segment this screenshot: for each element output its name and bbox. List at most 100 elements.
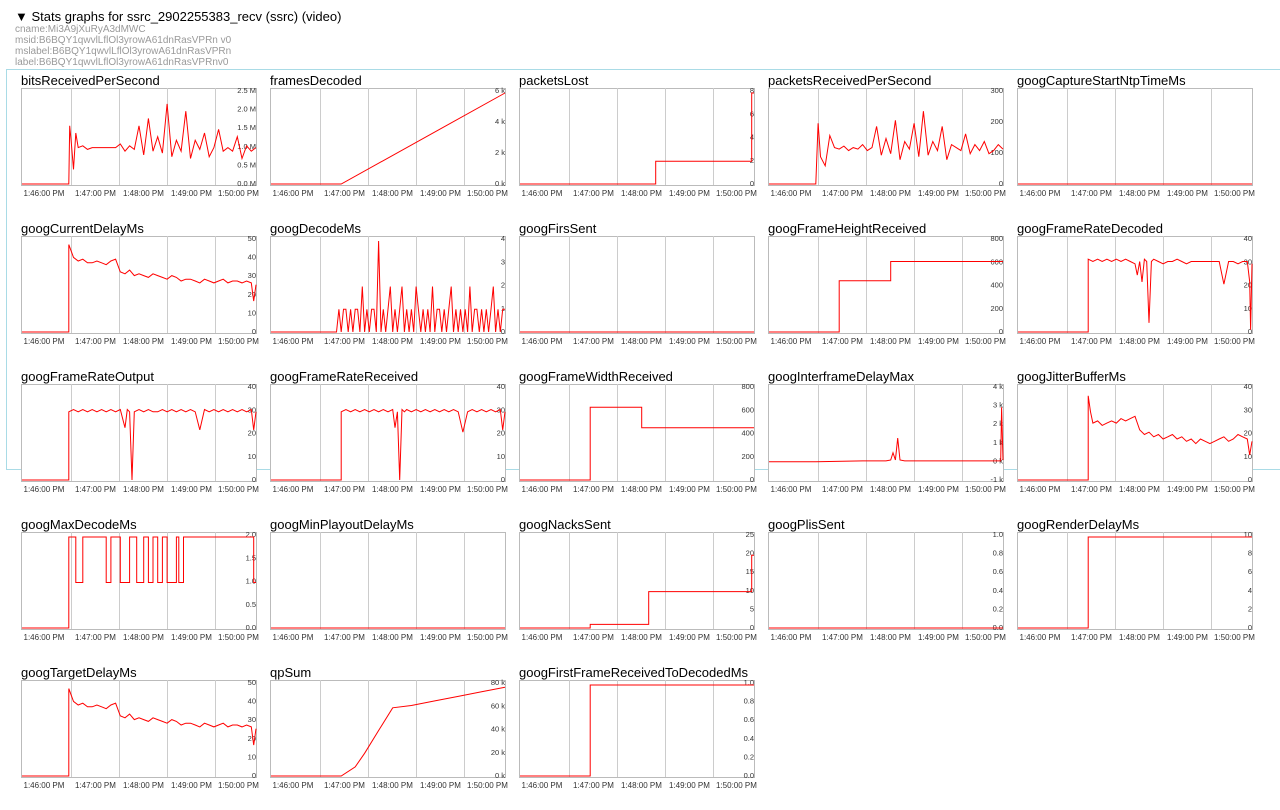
y-tick-label: 4 (1248, 586, 1252, 595)
x-tick-label: 1:49:00 PM (669, 485, 710, 494)
x-tick-label: 1:50:00 PM (467, 189, 508, 198)
y-tick-label: 0 (501, 327, 505, 336)
y-tick-label: 300 (990, 86, 1003, 95)
graph-bitsReceivedPerSecond: bitsReceivedPerSecond 2.5 M 2.0 M 1.5 M 1.0 … (21, 73, 261, 216)
plot-area (1017, 88, 1253, 186)
x-tick-label: 1:49:00 PM (420, 485, 461, 494)
x-tick-label: 1:48:00 PM (621, 633, 662, 642)
x-tick-label: 1:48:00 PM (372, 337, 413, 346)
y-tick-label: -1 k (990, 475, 1003, 484)
x-tick-label: 1:47:00 PM (1071, 189, 1112, 198)
graph-canvas: 4 3 2 1 0 1:46:00 PM 1:47:00 PM 1:48:00 PM 1:49:… (270, 234, 508, 346)
graph-title: packetsReceivedPerSecond (768, 73, 932, 88)
y-tick-label: 2 k (495, 148, 505, 157)
graph-googFrameRateReceived: googFrameRateReceived 40 30 20 10 0 1:46:00 PM… (270, 369, 510, 512)
graph-packetsLost: packetsLost 8 6 4 2 0 1:46:00 PM 1:47:00 PM 1:48… (519, 73, 759, 216)
x-tick-label: 1:49:00 PM (918, 485, 959, 494)
graph-googFrameRateDecoded: googFrameRateDecoded 40 30 20 10 0 1:46:00 PM 1… (1017, 221, 1257, 364)
graph-canvas: 1:46:00 PM 1:47:00 PM 1:48:00 PM 1:49:00 PM… (519, 236, 757, 346)
plot-area (768, 532, 1004, 630)
series-line (1018, 536, 1252, 629)
x-tick-label: 1:50:00 PM (218, 189, 259, 198)
x-tick-label: 1:48:00 PM (621, 781, 662, 790)
series-line (520, 684, 754, 777)
graph-packetsReceivedPerSecond: packetsReceivedPerSecond 300 200 100 0 1:46:0… (768, 73, 1008, 216)
graph-googDecodeMs: googDecodeMs 4 3 2 1 0 1:46:00 PM 1:47:00 PM 1:4… (270, 221, 510, 364)
x-tick-label: 1:49:00 PM (1167, 189, 1208, 198)
y-tick-label: 3 k (993, 401, 1003, 410)
plot-area (21, 88, 257, 186)
x-tick-label: 1:50:00 PM (716, 633, 757, 642)
y-tick-label: 40 (1244, 234, 1252, 243)
x-tick-label: 1:46:00 PM (522, 781, 563, 790)
y-tick-label: 15 (746, 567, 754, 576)
graph-googMinPlayoutDelayMs: googMinPlayoutDelayMs 1:46:00 PM 1:47:00 P… (270, 517, 510, 660)
x-tick-label: 1:50:00 PM (965, 633, 1006, 642)
plot-area (768, 236, 1004, 334)
x-tick-label: 1:49:00 PM (669, 633, 710, 642)
track-label: label:B6BQY1qwvlLflOl3yrowA61dnRasVPRnv0 (15, 57, 229, 68)
graph-googCaptureStartNtpTimeMs: googCaptureStartNtpTimeMs 1:46:00 PM 1:47:… (1017, 73, 1257, 216)
y-tick-label: 3 (501, 257, 505, 266)
plot-area (768, 384, 1004, 482)
x-tick-label: 1:48:00 PM (1119, 337, 1160, 346)
graph-title: googMinPlayoutDelayMs (270, 517, 414, 532)
plot-area (519, 680, 755, 778)
plot-area (519, 88, 755, 186)
graph-canvas: 2.0 1.5 1.0 0.5 0.0 1:46:00 PM 1:47:00 PM 1:48:… (21, 530, 259, 642)
series-line (520, 92, 754, 185)
y-tick-label: 40 (248, 382, 256, 391)
graph-googFirsSent: googFirsSent 1:46:00 PM 1:47:00 PM 1:48:00 … (519, 221, 759, 364)
graph-title: googRenderDelayMs (1017, 517, 1140, 532)
cname-label: cname:Mi3A9jXuRyA3dMWC (15, 24, 146, 35)
x-tick-label: 1:48:00 PM (1119, 633, 1160, 642)
graph-title: googFrameRateReceived (270, 369, 419, 384)
stats-graphs-toggle[interactable]: ▼ Stats graphs for ssrc_2902255383_recv … (15, 9, 342, 24)
y-tick-label: 2.5 M (237, 86, 256, 95)
x-tick-label: 1:47:00 PM (75, 485, 116, 494)
x-tick-label: 1:48:00 PM (870, 485, 911, 494)
x-tick-label: 1:50:00 PM (218, 485, 259, 494)
graph-googTargetDelayMs: googTargetDelayMs 50 40 30 20 10 0 1:46:00 PM 1:… (21, 665, 261, 808)
graph-googFrameHeightReceived: googFrameHeightReceived 800 600 400 200 0 1:46… (768, 221, 1008, 364)
series-line (769, 111, 1004, 185)
y-tick-label: 0.4 (993, 586, 1003, 595)
y-tick-label: 20 (248, 734, 256, 743)
y-tick-label: 0 (999, 327, 1003, 336)
y-tick-label: 20 (248, 429, 256, 438)
graph-title: bitsReceivedPerSecond (21, 73, 160, 88)
x-tick-label: 1:46:00 PM (1020, 485, 1061, 494)
y-tick-label: 0.8 (744, 697, 754, 706)
graph-title: googMaxDecodeMs (21, 517, 137, 532)
x-tick-label: 1:46:00 PM (273, 337, 314, 346)
msid-label: msid:B6BQY1qwvlLflOl3yrowA61dnRasVPRn v0 (15, 35, 232, 46)
y-tick-label: 4 k (993, 382, 1003, 391)
plot-area (21, 680, 257, 778)
x-tick-label: 1:49:00 PM (171, 485, 212, 494)
graph-canvas: 4 k3 k2 k1 k0 k-1 k1:46:00 PM 1:47:00 PM 1… (768, 382, 1006, 494)
y-tick-label: 30 (1244, 405, 1252, 414)
y-tick-label: 20 k (491, 748, 505, 757)
x-tick-label: 1:50:00 PM (716, 485, 757, 494)
graph-googCurrentDelayMs: googCurrentDelayMs 50 40 30 20 10 0 1:46:00 PM 1… (21, 221, 261, 364)
graph-canvas: 80 k 60 k 40 k 20 k 0 k 1:46:00 PM 1:47:00 PM 1… (270, 678, 508, 790)
graph-googFirstFrameReceivedToDecodedMs: googFirstFrameReceivedToDecodedMs 1.0 0.8 0… (519, 665, 759, 808)
y-tick-label: 20 (746, 549, 754, 558)
x-tick-label: 1:46:00 PM (771, 633, 812, 642)
graph-googJitterBufferMs: googJitterBufferMs 40 30 20 10 0 1:46:00 PM 1:4… (1017, 369, 1257, 512)
y-tick-label: 40 k (491, 725, 505, 734)
x-tick-label: 1:50:00 PM (1214, 485, 1255, 494)
y-tick-label: 0.6 (993, 567, 1003, 576)
y-tick-label: 0 (252, 771, 256, 780)
x-tick-label: 1:49:00 PM (420, 781, 461, 790)
x-tick-label: 1:50:00 PM (218, 633, 259, 642)
y-tick-label: 10 (1244, 452, 1252, 461)
y-tick-label: 0 (750, 623, 754, 632)
y-tick-label: 40 (248, 697, 256, 706)
graph-title: googNacksSent (519, 517, 611, 532)
graph-title: googJitterBufferMs (1017, 369, 1126, 384)
x-tick-label: 1:46:00 PM (771, 485, 812, 494)
x-tick-label: 1:46:00 PM (24, 633, 65, 642)
